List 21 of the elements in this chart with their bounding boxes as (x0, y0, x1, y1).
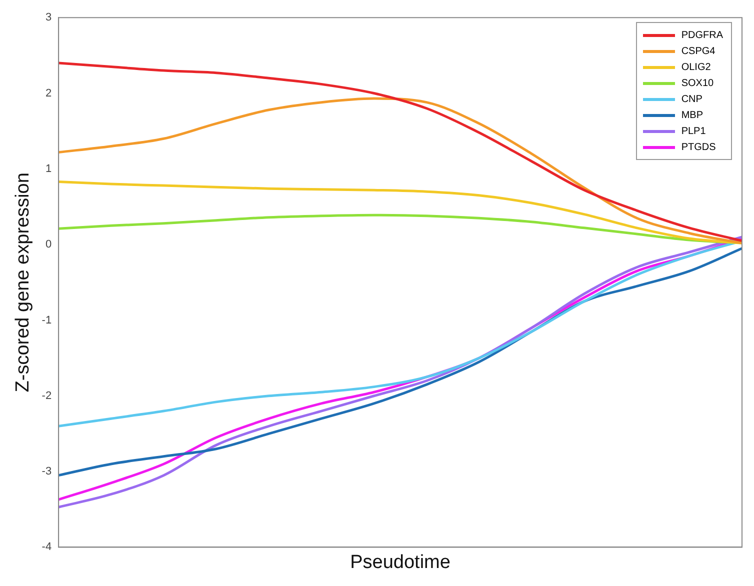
y-tick-label: -1 (42, 314, 52, 326)
y-tick-label: -2 (42, 390, 52, 402)
legend-label: CSPG4 (681, 46, 716, 56)
legend-label: PLP1 (681, 126, 706, 136)
y-tick-label: -4 (42, 541, 52, 554)
x-axis-title: Pseudotime (350, 552, 450, 573)
y-tick-label: -3 (42, 466, 52, 478)
y-tick-label: 1 (45, 162, 52, 175)
legend-label: OLIG2 (681, 62, 711, 72)
y-tick-label: 3 (45, 12, 52, 24)
legend-label: PTGDS (681, 142, 716, 152)
y-axis-title: Z-scored gene expression (12, 172, 34, 392)
line-series (57, 97, 744, 244)
line-series (57, 62, 744, 242)
legend-label: MBP (681, 110, 703, 120)
legend-label: CNP (681, 94, 702, 104)
y-tick-label: 2 (45, 87, 52, 100)
legend-label: PDGFRA (681, 30, 723, 40)
line-series (57, 214, 744, 244)
y-tick-label: 0 (45, 238, 52, 251)
legend-label: SOX10 (681, 78, 714, 88)
